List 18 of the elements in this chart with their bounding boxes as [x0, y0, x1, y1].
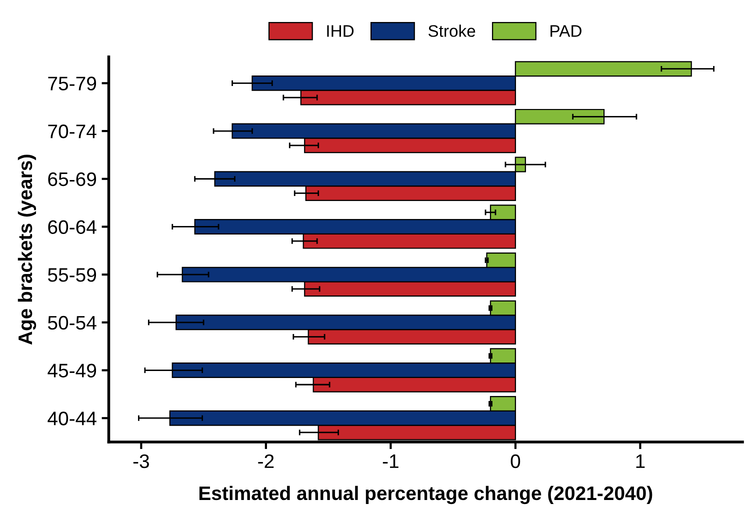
y-axis-title: Age brackets (years)	[18, 154, 36, 345]
y-tick-label: 40-44	[48, 412, 96, 426]
y-tick-label: 65-69	[48, 172, 96, 186]
legend-label: PAD	[550, 25, 582, 37]
y-tick-label: 45-49	[48, 364, 96, 378]
y-tick-label: 70-74	[48, 124, 96, 138]
legend-label: IHD	[327, 25, 354, 37]
x-axis-title: Estimated annual percentage change (2021-2040)	[199, 486, 652, 504]
x-tick-label: -1	[382, 454, 398, 468]
y-tick-label: 60-64	[48, 220, 96, 234]
y-tick-label: 55-59	[48, 268, 96, 282]
legend-label: Stroke	[428, 24, 476, 37]
x-tick-label: -2	[258, 454, 274, 468]
x-tick-label: 1	[636, 454, 645, 468]
x-tick-label: -3	[133, 454, 149, 468]
x-tick-label: 0	[510, 454, 520, 468]
y-tick-label: 50-54	[48, 316, 96, 330]
y-tick-label: 75-79	[48, 76, 96, 90]
